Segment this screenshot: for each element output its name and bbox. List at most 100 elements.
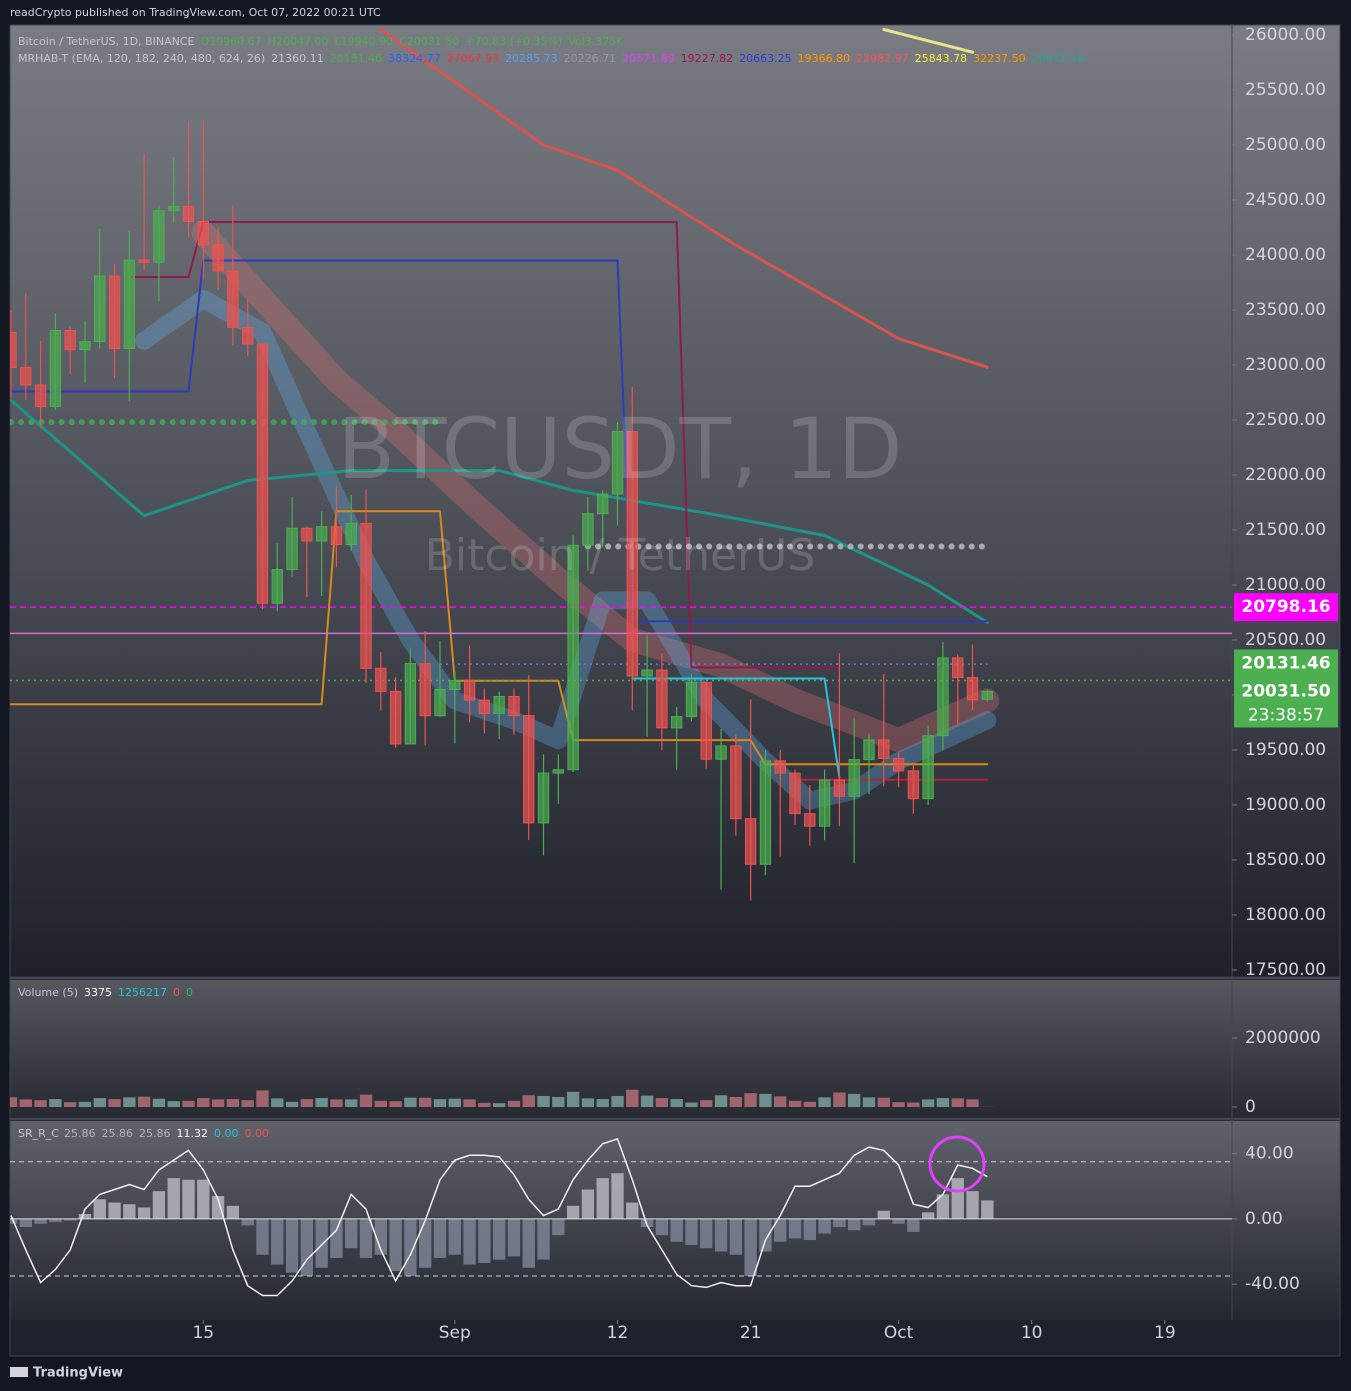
volume-bar [951, 1098, 964, 1107]
histogram-bar [892, 1218, 905, 1224]
time-axis [10, 1320, 1340, 1356]
histogram-bar [345, 1218, 358, 1249]
candle-body [552, 769, 565, 774]
volume-bar [848, 1093, 861, 1107]
x-tick-label: Oct [884, 1323, 914, 1343]
volume-pane [10, 980, 1340, 1117]
histogram-bar [507, 1218, 521, 1257]
frame [9, 24, 1341, 1357]
histogram-bar [463, 1218, 476, 1265]
volume-bar [10, 1097, 18, 1107]
histogram-bar [389, 1218, 402, 1272]
legend-item: 25.86 [102, 1127, 134, 1140]
histogram-bar [626, 1202, 639, 1219]
price-pane [10, 25, 1340, 976]
candle-body [20, 366, 32, 386]
volume-bar [478, 1102, 491, 1107]
volume-bar [611, 1095, 624, 1107]
candle-body [685, 682, 698, 718]
candle-body [10, 331, 17, 368]
y-tick-label: 24000.00 [1245, 245, 1326, 265]
legend-item: 27067.93 [447, 52, 500, 65]
volume-bar [123, 1097, 136, 1107]
volume-bar [433, 1099, 447, 1107]
volume-bar [34, 1100, 47, 1107]
volume-bar [626, 1089, 639, 1107]
legend: 3375 1256217 0 0 [84, 986, 193, 999]
indicator-line [882, 28, 974, 54]
candle-body [981, 691, 993, 700]
candle-body [966, 677, 979, 701]
histogram-bar [271, 1218, 284, 1265]
y-tick-label: 25500.00 [1245, 80, 1326, 100]
candle-body [94, 275, 106, 343]
histogram-bar [152, 1191, 166, 1219]
candle-body [715, 745, 727, 760]
volume-bar [78, 1101, 92, 1107]
volume-bar [700, 1100, 713, 1107]
volume-bar [566, 1091, 580, 1107]
histogram-bar [197, 1179, 210, 1219]
y-tick-label: -40.00 [1245, 1274, 1300, 1294]
legend-item: 3375 [84, 986, 112, 999]
volume-bar [640, 1095, 654, 1107]
candle-body [818, 779, 831, 827]
legend-item: 20285.73 [505, 52, 558, 65]
candle-body [907, 770, 920, 800]
histogram-bar [552, 1218, 565, 1236]
candle-body [360, 522, 372, 669]
y-tick-label: 23000.00 [1245, 355, 1326, 375]
y-tick-label: 2000000 [1245, 1028, 1321, 1048]
footer-brand: TradingView [33, 1366, 123, 1381]
oscillator-plot [10, 1137, 1232, 1297]
candle-body [670, 716, 683, 729]
y-tick-label: 20500.00 [1245, 630, 1326, 650]
y-tick-label: 18000.00 [1245, 905, 1326, 925]
volume-bar [907, 1102, 920, 1107]
x-tick-label: 10 [1021, 1323, 1043, 1343]
candle-body [138, 259, 150, 263]
candle-body [153, 210, 165, 263]
volume-bar [966, 1099, 979, 1107]
volume-bar [359, 1094, 373, 1107]
candle-body [611, 431, 624, 495]
legend-item: 38324.77 [388, 52, 441, 65]
candle-body [892, 757, 905, 772]
legend-item: 20663.25 [739, 52, 792, 65]
histogram-bar [49, 1218, 62, 1223]
volume-bar [137, 1096, 151, 1107]
histogram-bar [478, 1218, 491, 1263]
y-tick-label: 0 [1245, 1097, 1256, 1117]
legend: Bitcoin / TetherUS, 1D, BINANCE O19960.67… [18, 35, 624, 48]
histogram-bar [848, 1218, 861, 1231]
candle-body [730, 745, 742, 820]
volume-bar [892, 1102, 905, 1107]
histogram-bar [803, 1218, 816, 1241]
publisher: readCrypto published on TradingView.com,… [10, 6, 381, 19]
volume-bar [655, 1098, 669, 1107]
histogram-bar [63, 1218, 77, 1221]
candle-body [759, 760, 772, 865]
y-tick-label: 24500.00 [1245, 190, 1326, 210]
legend-item: Vol3.375K [568, 35, 624, 48]
candle-body [449, 680, 461, 690]
price-plot [10, 28, 1232, 901]
candle-body [212, 244, 224, 272]
candle-body [182, 205, 195, 222]
histogram-bar [581, 1189, 595, 1219]
histogram-bar [211, 1196, 225, 1219]
pane-title: SR_R_C [18, 1127, 59, 1140]
candle-body [656, 669, 668, 729]
volume-bar [19, 1099, 32, 1107]
volume-bar [345, 1099, 358, 1107]
legend-item: 0.00 [214, 1127, 239, 1140]
candle-body [833, 779, 846, 797]
volume-bar [463, 1099, 476, 1107]
volume-bar [389, 1101, 402, 1107]
volume-bar [936, 1098, 950, 1107]
candle-body [878, 739, 890, 759]
histogram-bar [330, 1218, 343, 1259]
volume-bar [522, 1095, 535, 1107]
volume-bar [241, 1100, 254, 1107]
legend-item: 20226.71 [564, 52, 617, 65]
